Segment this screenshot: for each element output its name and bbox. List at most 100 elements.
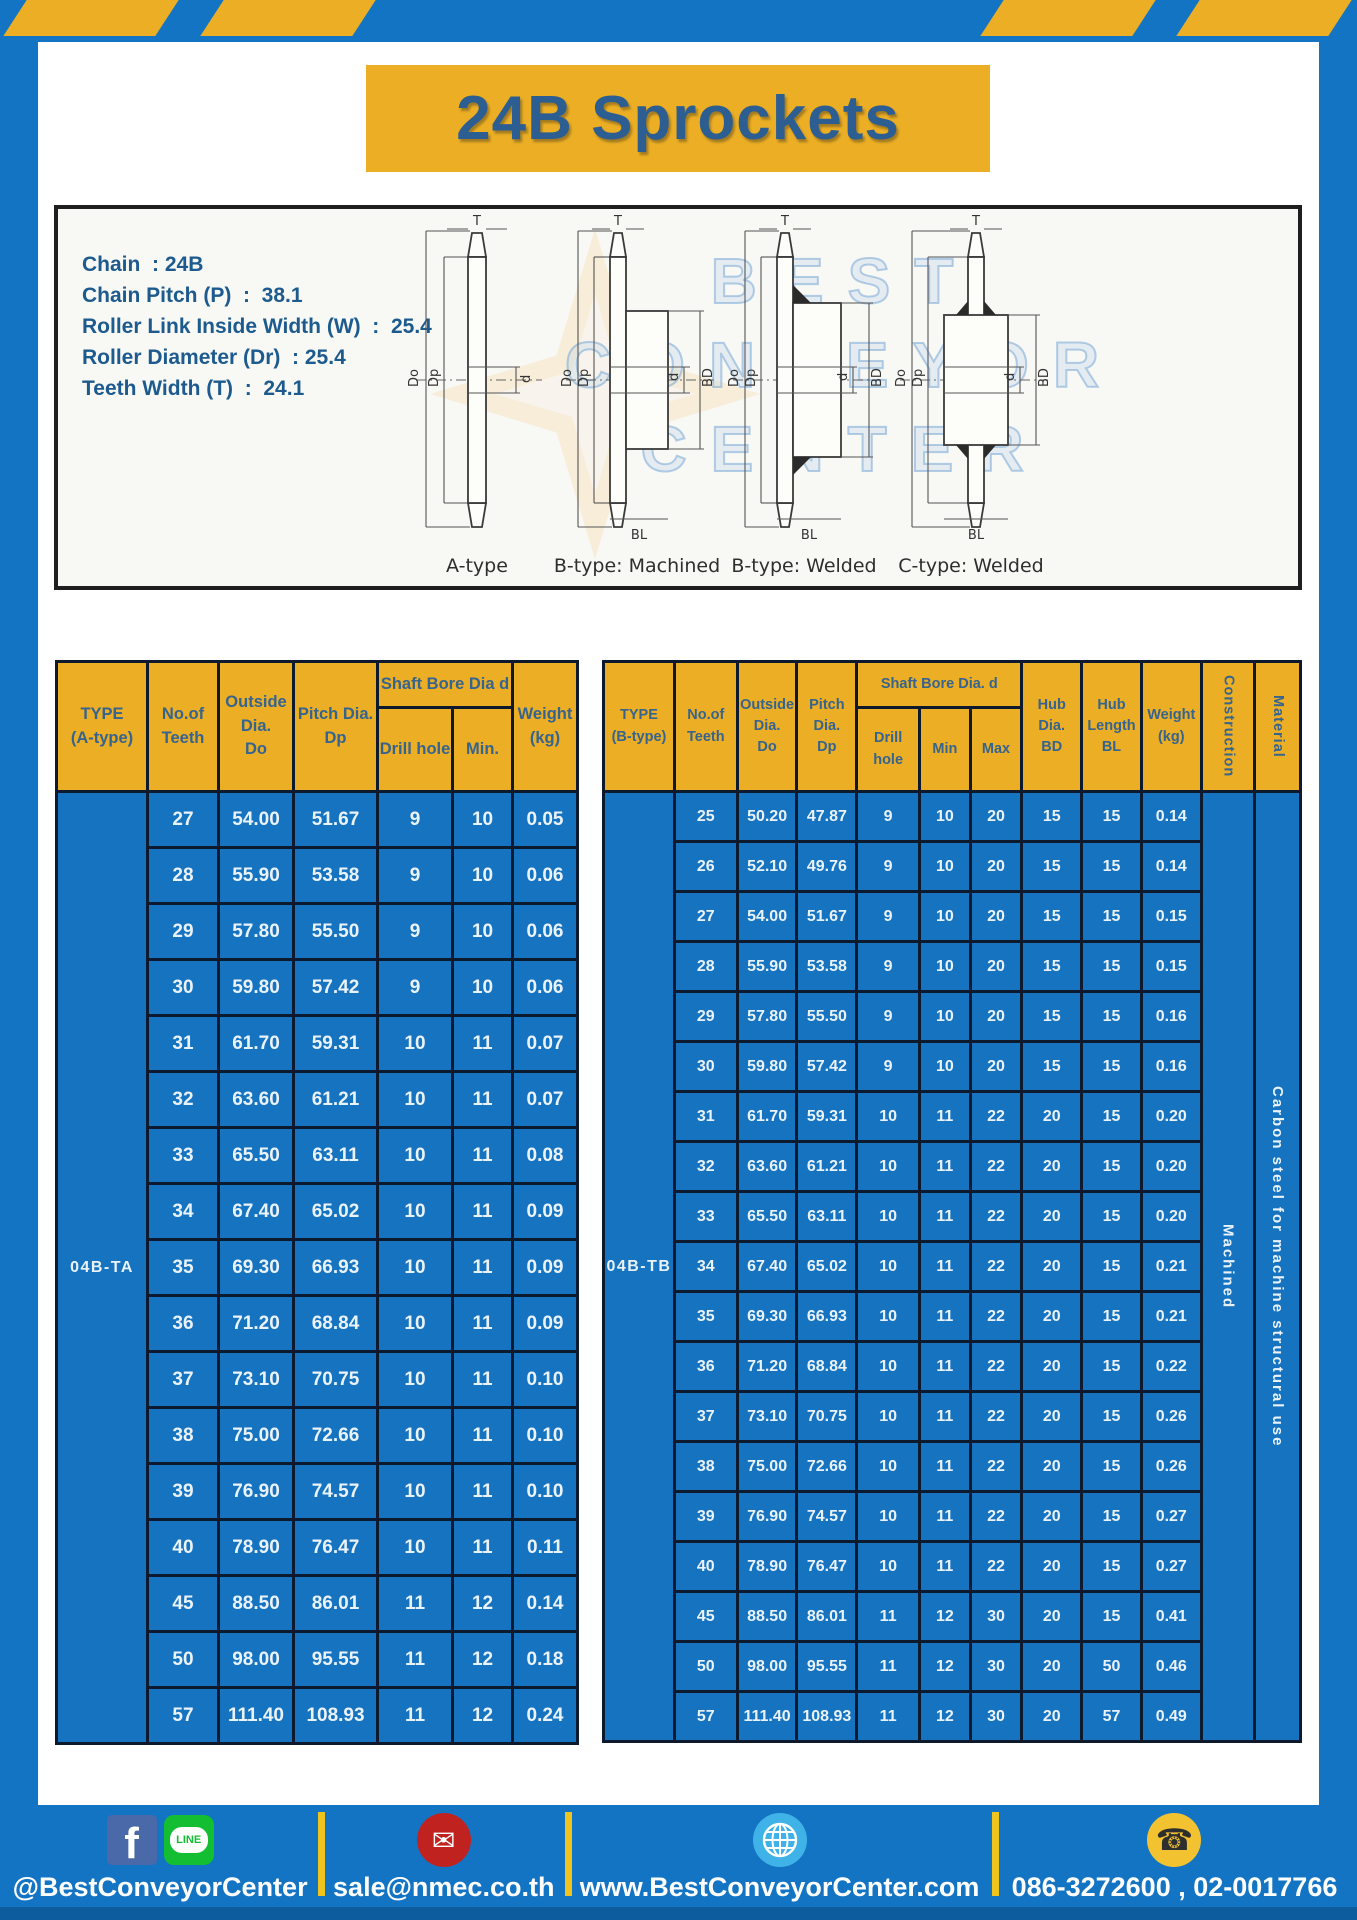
header-teeth: No.of Teeth (672, 660, 739, 793)
table-cell: 0.20 (1139, 1140, 1203, 1193)
header-teeth: No.of Teeth (146, 660, 220, 793)
table-cell: 86.01 (795, 1590, 859, 1643)
header-type-b: TYPE (B-type) (602, 660, 676, 793)
table-cell: 15 (1080, 1240, 1143, 1293)
table-a-body: 04B-TA 27 54.00 51.67 9 10 0.05 28 55.90 53.58 9 10… (55, 790, 580, 1745)
table-cell: 29 (146, 902, 220, 961)
table-cell: 10 (376, 1294, 454, 1353)
table-cell: 20 (1020, 1240, 1084, 1293)
globe-icon[interactable] (752, 1813, 807, 1867)
svg-text:Dp: Dp (427, 369, 442, 387)
table-cell: 10 (376, 1518, 454, 1577)
table-cell: 11 (450, 1406, 515, 1465)
svg-text:T: T (780, 215, 789, 229)
footer-website[interactable]: www.BestConveyorCenter.com (567, 1805, 992, 1920)
table-cell: 0.26 (1139, 1390, 1203, 1443)
table-cell: 0.18 (511, 1630, 580, 1689)
table-cell: 0.16 (1139, 990, 1203, 1043)
footer-divider (992, 1812, 999, 1896)
table-cell: 9 (376, 846, 454, 905)
table-cell: 10 (450, 790, 515, 849)
table-cell: 74.57 (795, 1490, 859, 1543)
table-cell: 55.90 (217, 846, 295, 905)
table-cell: 71.20 (217, 1294, 295, 1353)
table-cell: 12 (450, 1686, 515, 1745)
svg-text:Do: Do (894, 369, 909, 387)
table-cell: 10 (376, 1350, 454, 1409)
line-glyph: LINE (176, 1834, 202, 1846)
table-cell: 0.27 (1139, 1540, 1203, 1593)
table-row: 45 88.50 86.01 11 12 30 20 15 0.41 (604, 1590, 1301, 1643)
table-cell: 55.50 (795, 990, 859, 1043)
table-cell: 15 (1020, 890, 1084, 943)
diagram-a-type: T Do Dp d A-type (392, 214, 562, 586)
table-cell: 0.10 (511, 1350, 580, 1409)
table-cell: 0.06 (511, 958, 580, 1017)
svg-text:Do: Do (560, 369, 575, 387)
table-cell: 22 (968, 1390, 1024, 1443)
table-cell: 76.90 (217, 1462, 295, 1521)
table-cell: 9 (376, 902, 454, 961)
phone-numbers[interactable]: 086-3272600 , 02-0017766 (1011, 1872, 1338, 1902)
table-cell: 28 (146, 846, 220, 905)
table-cell: 66.93 (292, 1238, 379, 1297)
table-cell: 33 (146, 1126, 220, 1185)
table-cell: 50.20 (735, 790, 799, 843)
header-max: Max (968, 706, 1024, 793)
footer-phone[interactable]: ☎ 086-3272600 , 02-0017766 (992, 1805, 1357, 1920)
table-cell: 68.84 (795, 1340, 859, 1393)
table-cell: 15 (1080, 1340, 1143, 1393)
table-cell: 10 (376, 1126, 454, 1185)
table-cell: 11 (376, 1686, 454, 1745)
table-cell: 0.08 (511, 1126, 580, 1185)
table-cell: 11 (450, 1070, 515, 1129)
table-row: 39 76.90 74.57 10 11 0.10 (57, 1462, 580, 1521)
table-cell: 20 (1020, 1640, 1084, 1693)
table-cell: 57 (146, 1686, 220, 1745)
table-cell: 15 (1080, 1590, 1143, 1643)
table-cell: 108.93 (795, 1690, 859, 1743)
table-cell: 20 (1020, 1540, 1084, 1593)
diagram-c-welded: T Do Dp d (886, 214, 1056, 586)
footer-social[interactable]: f LINE @BestConveyorCenter (0, 1805, 320, 1920)
table-cell: 31 (146, 1014, 220, 1073)
table-row: 35 69.30 66.93 10 11 22 20 15 0.21 (604, 1290, 1301, 1343)
table-row: 36 71.20 68.84 10 11 0.09 (57, 1294, 580, 1353)
table-cell: 12 (918, 1590, 972, 1643)
line-icon[interactable]: LINE (163, 1815, 214, 1865)
table-cell: 37 (146, 1350, 220, 1409)
footer-email[interactable]: ✉ sale@nmec.co.th (320, 1805, 567, 1920)
table-cell: 55.90 (735, 940, 799, 993)
table-row: 35 69.30 66.93 10 11 0.09 (57, 1238, 580, 1297)
table-cell: 0.22 (1139, 1340, 1203, 1393)
table-row: 45 88.50 86.01 11 12 0.14 (57, 1574, 580, 1633)
table-cell: 59.31 (795, 1090, 859, 1143)
svg-text:Dp: Dp (911, 369, 926, 387)
email-icon[interactable]: ✉ (416, 1813, 471, 1867)
table-cell: 15 (1080, 940, 1143, 993)
phone-icon[interactable]: ☎ (1147, 1813, 1202, 1867)
social-handle[interactable]: @BestConveyorCenter (12, 1872, 308, 1902)
table-row: 26 52.10 49.76 9 10 20 15 15 0.14 (604, 840, 1301, 893)
facebook-icon[interactable]: f (106, 1815, 157, 1865)
table-cell: 10 (855, 1290, 922, 1343)
svg-text:d: d (519, 375, 534, 383)
spec-chain: Chain : 24B (82, 253, 204, 276)
website-url[interactable]: www.BestConveyorCenter.com (579, 1872, 980, 1902)
table-cell: 70.75 (292, 1350, 379, 1409)
table-cell: 72.66 (292, 1406, 379, 1465)
table-cell: 95.55 (795, 1640, 859, 1693)
table-cell: 0.46 (1139, 1640, 1203, 1693)
table-cell: 10 (918, 940, 972, 993)
svg-text:d: d (1003, 373, 1018, 381)
social-icons: f LINE (106, 1813, 214, 1867)
table-cell: 86.01 (292, 1574, 379, 1633)
table-cell: 78.90 (735, 1540, 799, 1593)
email-address[interactable]: sale@nmec.co.th (333, 1872, 555, 1902)
table-cell: 9 (376, 790, 454, 849)
table-cell: 22 (968, 1540, 1024, 1593)
table-cell: 10 (918, 890, 972, 943)
table-cell: 28 (672, 940, 739, 993)
table-cell: 15 (1080, 890, 1143, 943)
table-cell: 0.14 (511, 1574, 580, 1633)
